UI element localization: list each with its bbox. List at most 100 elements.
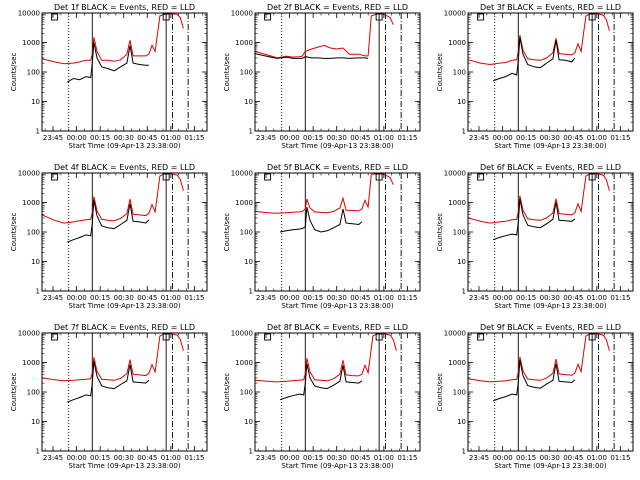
y-axis-label: Counts/sec bbox=[436, 53, 444, 92]
x-tick-label: 00:15 bbox=[90, 294, 110, 302]
marker-square bbox=[162, 173, 170, 181]
x-tick-label: 00:30 bbox=[114, 134, 134, 142]
x-tick-label: 00:30 bbox=[114, 294, 134, 302]
x-tick-label: 23:45 bbox=[43, 294, 63, 302]
y-tick-label: 10 bbox=[244, 258, 253, 266]
series-line-events bbox=[279, 363, 363, 401]
panel-9: Det 9f BLACK = Events, RED = LLD 1 10 100 10… bbox=[436, 323, 634, 470]
y-tick-label: 100 bbox=[27, 389, 40, 397]
x-tick-label: 01:15 bbox=[397, 294, 417, 302]
x-axis-label: Start Time (09-Apr-13 23:38:00) bbox=[68, 302, 180, 310]
panel-3: Det 3f BLACK = Events, RED = LLD 1 10 100 10… bbox=[436, 3, 634, 150]
marker-square bbox=[477, 173, 485, 181]
y-tick-label: 10000 bbox=[444, 170, 466, 178]
y-tick-label: 1 bbox=[36, 288, 40, 296]
series-line-events bbox=[254, 53, 369, 59]
y-axis-label: Counts/sec bbox=[10, 53, 18, 92]
x-tick-label: 01:15 bbox=[184, 454, 204, 462]
series-line-events bbox=[66, 42, 149, 83]
x-tick-label: 00:00 bbox=[492, 294, 512, 302]
x-tick-label: 01:00 bbox=[374, 454, 394, 462]
x-tick-label: 00:00 bbox=[66, 134, 86, 142]
series-line-events bbox=[280, 206, 363, 233]
panel-title: Det 3f BLACK = Events, RED = LLD bbox=[480, 3, 621, 12]
y-tick-label: 1000 bbox=[235, 39, 253, 47]
marker-square bbox=[162, 13, 170, 21]
x-tick-label: 00:30 bbox=[327, 134, 347, 142]
x-tick-label: 00:45 bbox=[350, 134, 370, 142]
x-tick-label: 00:00 bbox=[279, 294, 299, 302]
y-tick-label: 1 bbox=[462, 288, 466, 296]
y-axis-label: Counts/sec bbox=[223, 213, 231, 252]
x-tick-label: 01:00 bbox=[587, 294, 607, 302]
x-tick-label: 00:00 bbox=[279, 454, 299, 462]
x-tick-label: 00:30 bbox=[114, 454, 134, 462]
x-tick-label: 01:15 bbox=[610, 294, 630, 302]
series-line-events bbox=[66, 361, 150, 403]
y-axis-label: Counts/sec bbox=[10, 213, 18, 252]
x-tick-label: 00:45 bbox=[137, 134, 157, 142]
y-tick-label: 10000 bbox=[18, 170, 40, 178]
x-tick-label: 01:00 bbox=[161, 134, 181, 142]
x-tick-label: 00:45 bbox=[563, 294, 583, 302]
marker-square bbox=[477, 333, 485, 341]
y-tick-label: 100 bbox=[453, 389, 466, 397]
x-axis-label: Start Time (09-Apr-13 23:38:00) bbox=[68, 462, 180, 470]
x-tick-label: 23:45 bbox=[256, 294, 276, 302]
y-tick-label: 10 bbox=[31, 418, 40, 426]
panel-1: Det 1f BLACK = Events, RED = LLD 1 10 100 10… bbox=[10, 3, 208, 150]
series-line-lld bbox=[254, 173, 394, 214]
x-tick-label: 00:30 bbox=[540, 454, 560, 462]
y-tick-label: 10 bbox=[244, 98, 253, 106]
series-line-lld bbox=[467, 13, 610, 66]
x-axis-label: Start Time (09-Apr-13 23:38:00) bbox=[494, 302, 606, 310]
y-tick-label: 1000 bbox=[22, 359, 40, 367]
marker-square bbox=[588, 13, 596, 21]
series-line-lld bbox=[467, 333, 610, 383]
x-tick-label: 00:15 bbox=[516, 294, 536, 302]
panel-title: Det 8f BLACK = Events, RED = LLD bbox=[267, 323, 408, 332]
marker-square bbox=[375, 173, 383, 181]
marker-square bbox=[162, 333, 170, 341]
series-line-lld bbox=[41, 333, 184, 382]
y-tick-label: 10 bbox=[457, 258, 466, 266]
x-tick-label: 00:45 bbox=[563, 134, 583, 142]
x-tick-label: 00:15 bbox=[303, 454, 323, 462]
x-tick-label: 23:45 bbox=[469, 294, 489, 302]
marker-square bbox=[375, 333, 383, 341]
y-axis-label: Counts/sec bbox=[10, 373, 18, 412]
x-tick-label: 01:15 bbox=[397, 134, 417, 142]
y-tick-label: 100 bbox=[453, 229, 466, 237]
x-tick-label: 01:00 bbox=[161, 294, 181, 302]
x-axis-label: Start Time (09-Apr-13 23:38:00) bbox=[281, 462, 393, 470]
x-tick-label: 23:45 bbox=[256, 134, 276, 142]
x-tick-label: 00:45 bbox=[137, 454, 157, 462]
marker-square bbox=[264, 13, 272, 21]
marker-square bbox=[588, 333, 596, 341]
x-tick-label: 00:15 bbox=[90, 134, 110, 142]
x-tick-label: 00:15 bbox=[516, 134, 536, 142]
marker-square bbox=[51, 333, 59, 341]
y-tick-label: 100 bbox=[240, 229, 253, 237]
x-tick-label: 23:45 bbox=[469, 134, 489, 142]
marker-square bbox=[264, 333, 272, 341]
x-tick-label: 00:15 bbox=[516, 454, 536, 462]
x-axis-label: Start Time (09-Apr-13 23:38:00) bbox=[68, 142, 180, 150]
x-tick-label: 01:15 bbox=[610, 454, 630, 462]
series-line-lld bbox=[467, 173, 610, 224]
y-tick-label: 10000 bbox=[231, 10, 253, 18]
y-tick-label: 10 bbox=[457, 418, 466, 426]
panel-2: Det 2f BLACK = Events, RED = LLD 1 10 100 10… bbox=[223, 3, 421, 150]
x-tick-label: 23:45 bbox=[256, 454, 276, 462]
y-tick-label: 10000 bbox=[444, 10, 466, 18]
panel-title: Det 6f BLACK = Events, RED = LLD bbox=[480, 163, 621, 172]
y-tick-label: 100 bbox=[27, 229, 40, 237]
panel-title: Det 2f BLACK = Events, RED = LLD bbox=[267, 3, 408, 12]
x-tick-label: 01:00 bbox=[161, 454, 181, 462]
marker-square bbox=[375, 13, 383, 21]
x-tick-label: 00:30 bbox=[327, 454, 347, 462]
panel-title: Det 9f BLACK = Events, RED = LLD bbox=[480, 323, 621, 332]
x-tick-label: 01:15 bbox=[610, 134, 630, 142]
panel-5: Det 5f BLACK = Events, RED = LLD 1 10 100 10… bbox=[223, 163, 421, 310]
